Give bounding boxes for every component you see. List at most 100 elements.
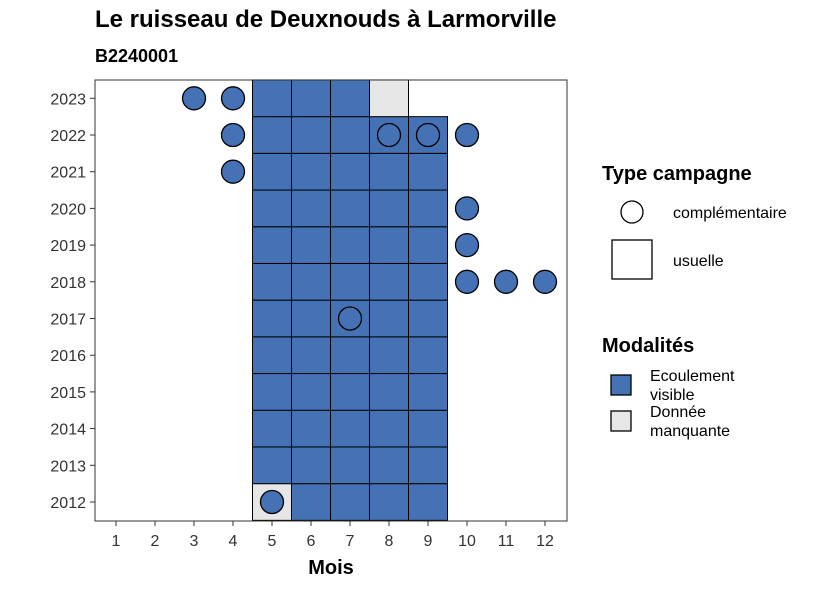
tile-2023-7 xyxy=(330,79,370,118)
tile-2016-5 xyxy=(252,336,292,375)
tile-2019-8 xyxy=(369,226,409,264)
tile-2021-9 xyxy=(408,152,448,191)
legend-key-missing xyxy=(610,410,632,432)
tile-2019-7 xyxy=(330,226,370,264)
point-2017-7 xyxy=(337,306,363,331)
x-tick-label: 3 xyxy=(190,533,199,550)
tile-2012-7 xyxy=(330,483,370,521)
point-2018-11 xyxy=(493,269,519,294)
tile-2012-9 xyxy=(408,483,448,521)
chart-subtitle: B2240001 xyxy=(95,46,179,66)
x-tick-label: 7 xyxy=(346,533,355,550)
point-2023-4 xyxy=(220,86,246,111)
legend-square-key xyxy=(611,239,653,280)
tile-2022-9 xyxy=(408,116,448,154)
y-tick-label: 2019 xyxy=(50,238,86,255)
x-tick-label: 4 xyxy=(229,533,238,550)
legend-key-flow xyxy=(610,374,632,396)
point-2022-4 xyxy=(220,122,246,148)
tile-2015-6 xyxy=(291,373,331,411)
tile-2021-6 xyxy=(291,152,331,191)
tile-2023-8 xyxy=(369,79,409,118)
x-axis-title: Mois xyxy=(308,557,354,579)
tile-2018-7 xyxy=(330,262,370,301)
tile-2020-7 xyxy=(330,189,370,228)
tile-2019-5 xyxy=(252,226,292,264)
tile-2014-9 xyxy=(408,409,448,448)
legend-mod-label-flow: Ecoulement xyxy=(650,368,735,385)
y-tick-label: 2016 xyxy=(50,348,86,365)
y-axis: 2012 2013 2014 2015 2016 2017 2018 2019 2020 2021… xyxy=(50,91,95,512)
tile-2014-6 xyxy=(291,409,331,448)
y-tick-label: 2023 xyxy=(50,91,86,108)
tile-2012-6 xyxy=(291,483,331,521)
tile-2013-6 xyxy=(291,446,331,485)
x-tick-label: 5 xyxy=(268,533,277,550)
tiles-layer xyxy=(252,79,448,521)
point-2018-10 xyxy=(454,269,480,294)
x-axis: 1 2 3 4 5 6 7 8 9 10 11 12 xyxy=(112,521,554,550)
tile-2013-7 xyxy=(330,446,370,485)
tile-2017-6 xyxy=(291,299,331,338)
point-2020-10 xyxy=(454,196,480,221)
legend-mod-label-missing: manquante xyxy=(650,423,730,440)
tile-2021-7 xyxy=(330,152,370,191)
point-2022-10 xyxy=(454,122,480,148)
y-tick-label: 2013 xyxy=(50,458,86,475)
tile-2021-8 xyxy=(369,152,409,191)
legend-circle-key xyxy=(620,200,644,224)
tile-2013-9 xyxy=(408,446,448,485)
tile-2021-5 xyxy=(252,152,292,191)
tile-2015-7 xyxy=(330,373,370,411)
tile-2016-8 xyxy=(369,336,409,375)
x-tick-label: 6 xyxy=(307,533,316,550)
x-tick-label: 2 xyxy=(151,533,160,550)
tile-2020-6 xyxy=(291,189,331,228)
tile-2015-5 xyxy=(252,373,292,411)
tile-2014-5 xyxy=(252,409,292,448)
x-tick-label: 9 xyxy=(424,533,433,550)
point-2012-5 xyxy=(259,489,285,515)
tile-2016-9 xyxy=(408,336,448,375)
tile-2018-6 xyxy=(291,262,331,301)
y-tick-label: 2018 xyxy=(50,275,86,292)
tile-2019-9 xyxy=(408,226,448,264)
tile-2019-6 xyxy=(291,226,331,264)
y-tick-label: 2012 xyxy=(50,495,86,512)
x-tick-label: 1 xyxy=(112,533,121,550)
legend-type-label-usuelle: usuelle xyxy=(673,253,724,270)
tile-2017-9 xyxy=(408,299,448,338)
y-tick-label: 2015 xyxy=(50,385,86,402)
y-tick-label: 2014 xyxy=(50,422,86,439)
legend-mod-label-flow: visible xyxy=(650,387,695,404)
tile-2020-8 xyxy=(369,189,409,228)
tile-2014-8 xyxy=(369,409,409,448)
tile-2013-8 xyxy=(369,446,409,485)
legend-mod-label-missing: Donnée xyxy=(650,404,706,421)
y-tick-label: 2021 xyxy=(50,165,86,182)
tile-2018-9 xyxy=(408,262,448,301)
tile-2022-5 xyxy=(252,116,292,154)
legend-modalites-title: Modalités xyxy=(602,335,694,357)
tile-2022-7 xyxy=(330,116,370,154)
chart-title: Le ruisseau de Deuxnouds à Larmorville xyxy=(95,6,557,33)
y-tick-label: 2020 xyxy=(50,201,86,218)
point-2021-4 xyxy=(220,159,246,184)
tile-2023-6 xyxy=(291,79,331,118)
legend-type-label-complementaire: complémentaire xyxy=(673,205,787,222)
points-layer xyxy=(181,86,558,515)
tile-2016-6 xyxy=(291,336,331,375)
x-tick-label: 10 xyxy=(458,533,476,550)
tile-2023-5 xyxy=(252,79,292,118)
x-tick-label: 11 xyxy=(498,533,515,550)
tile-2015-9 xyxy=(408,373,448,411)
point-2019-10 xyxy=(454,232,480,258)
x-tick-label: 8 xyxy=(385,533,394,550)
tile-2020-5 xyxy=(252,189,292,228)
tile-2014-7 xyxy=(330,409,370,448)
panel-border xyxy=(94,79,568,522)
point-2022-9 xyxy=(415,122,441,148)
legend: Type campagne complémentaire usuelle Modali… xyxy=(602,163,787,440)
tile-2017-8 xyxy=(369,299,409,338)
